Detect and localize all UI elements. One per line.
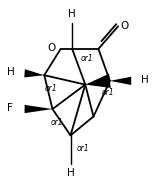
Text: or1: or1 [77,144,90,153]
Text: H: H [68,9,76,19]
Text: H: H [67,168,74,178]
Text: O: O [121,20,129,31]
Polygon shape [110,77,131,85]
Text: O: O [48,43,56,53]
Text: F: F [7,103,13,114]
Text: H: H [141,75,149,85]
Polygon shape [25,105,52,113]
Text: or1: or1 [80,54,93,63]
Text: or1: or1 [102,88,114,97]
Polygon shape [85,74,111,88]
Text: or1: or1 [44,84,57,93]
Polygon shape [24,69,44,77]
Text: H: H [7,67,15,77]
Text: or1: or1 [51,118,63,127]
